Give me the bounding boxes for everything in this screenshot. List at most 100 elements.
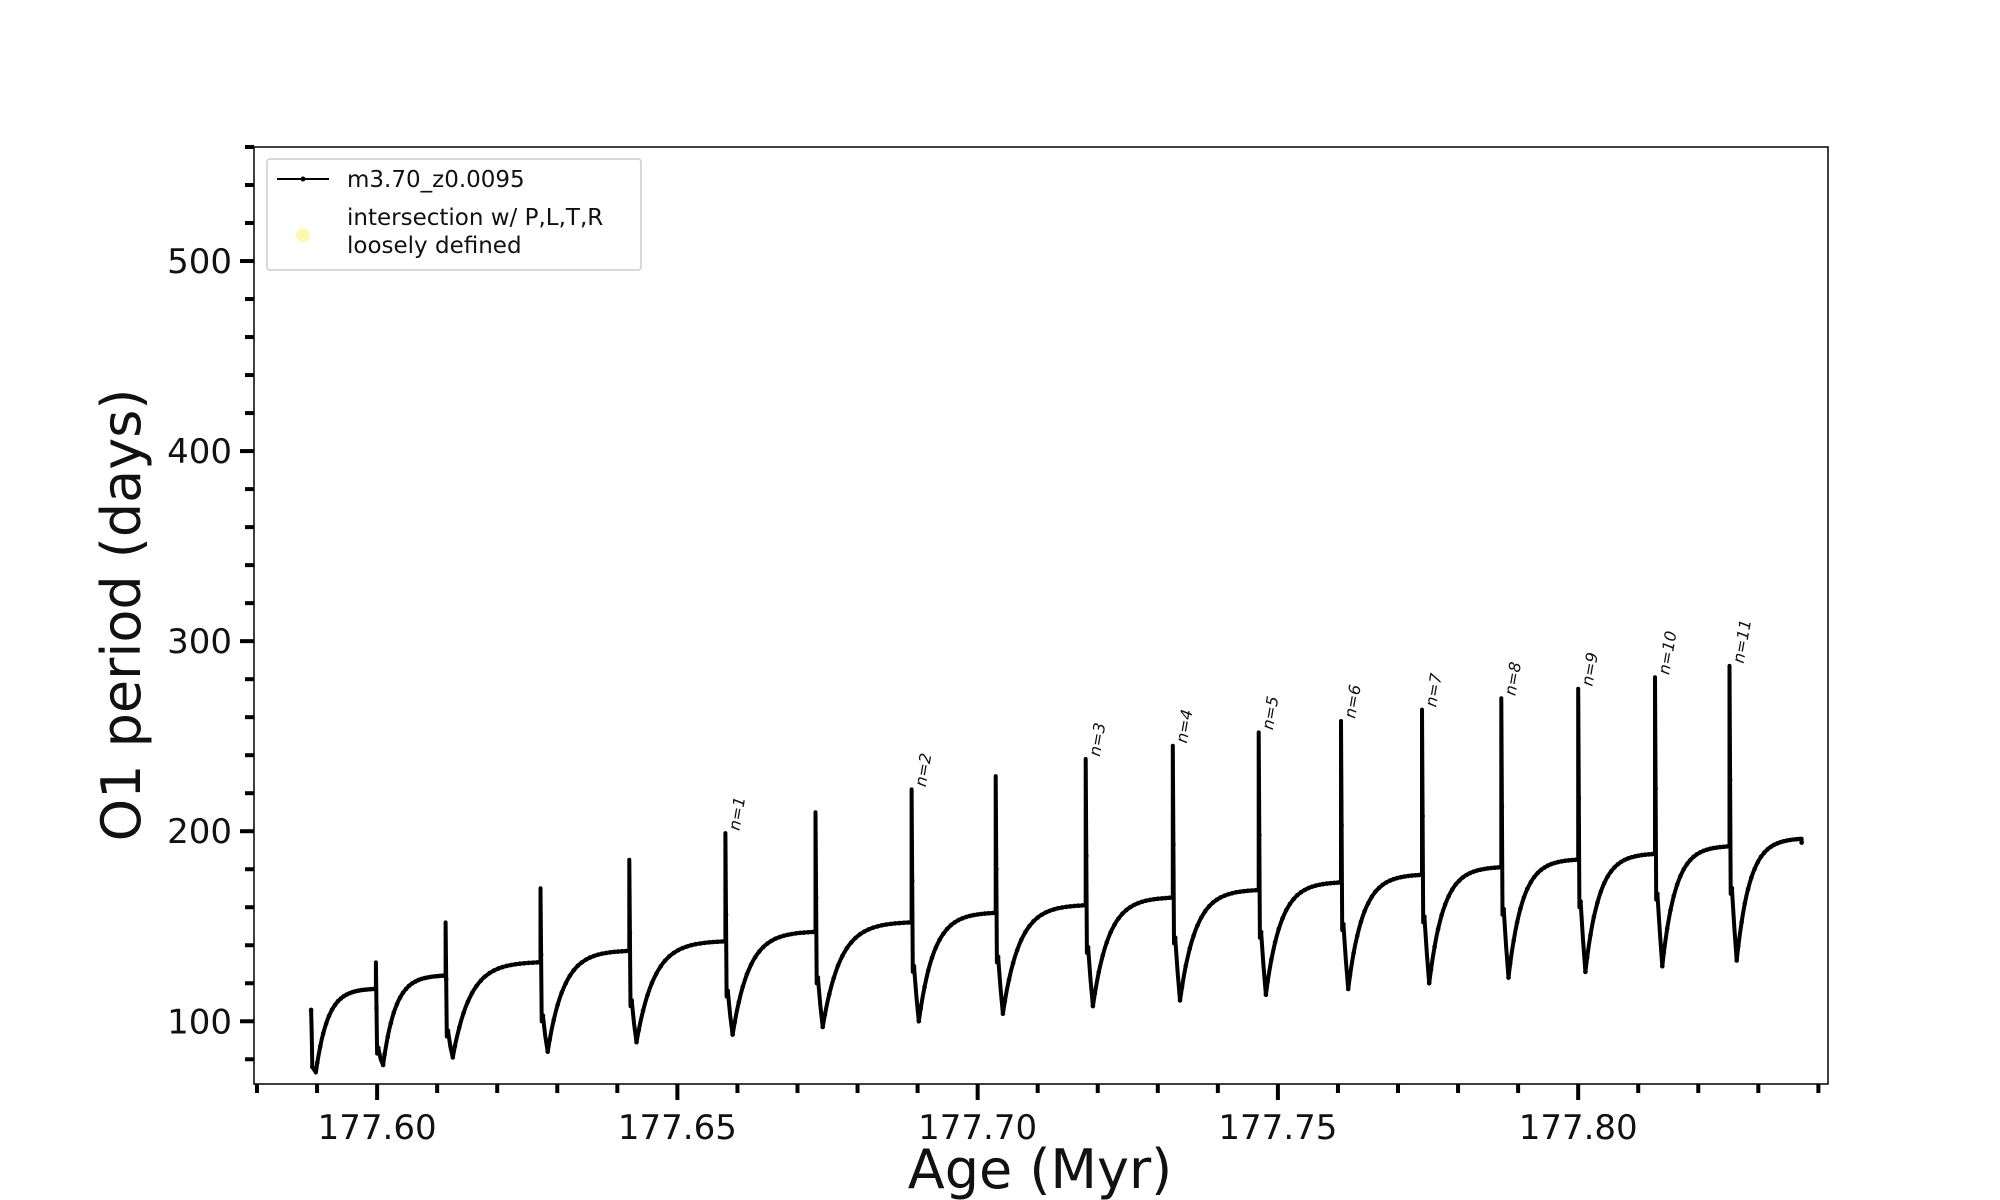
series-point <box>789 931 795 937</box>
series-point <box>1474 868 1480 873</box>
series-point <box>769 938 774 944</box>
series-point <box>332 1002 338 1008</box>
series-point <box>385 1034 391 1040</box>
series-point <box>403 986 409 992</box>
x-tick-label: 177.65 <box>618 1108 737 1148</box>
series-point <box>1179 985 1185 990</box>
series-point <box>513 962 518 967</box>
series-point <box>1214 897 1220 902</box>
series-point <box>1595 900 1600 905</box>
series-point <box>1646 852 1651 857</box>
series-point <box>840 953 845 959</box>
series-point <box>1170 895 1176 900</box>
series-point <box>478 978 484 983</box>
series-point <box>1035 915 1040 920</box>
series-point <box>1566 858 1571 863</box>
series-point <box>1453 882 1459 887</box>
series-point <box>933 945 939 950</box>
series-point <box>706 940 712 945</box>
series-point <box>559 990 564 995</box>
series-point <box>689 942 694 948</box>
series-point <box>1067 904 1073 909</box>
pulse-labels: n=1 n=2 n=3 n=4 n=5 n=6 n=7 n=8 n=9 n=10 n=11 <box>725 618 1755 832</box>
series-point <box>937 937 942 943</box>
series-point <box>640 1008 646 1013</box>
series-point <box>391 1010 397 1015</box>
series-point <box>1230 890 1235 896</box>
series-point <box>1562 858 1568 864</box>
series-point <box>545 1049 550 1054</box>
series-point <box>1402 874 1407 879</box>
series-point <box>1398 874 1404 880</box>
series-point <box>452 1043 458 1049</box>
series-point <box>993 910 998 916</box>
series-point <box>1155 896 1161 902</box>
series-point <box>1177 998 1183 1003</box>
series-point <box>1528 880 1534 885</box>
series-point <box>1341 922 1346 927</box>
series-point <box>844 946 850 951</box>
series-point <box>1478 867 1483 872</box>
series-point <box>1688 857 1693 863</box>
series-point <box>960 916 965 921</box>
series-point <box>1195 923 1200 928</box>
series-point <box>575 963 581 969</box>
series-point <box>884 922 889 927</box>
series-point <box>723 912 729 918</box>
series-point <box>1365 900 1371 906</box>
series-point <box>457 1025 462 1030</box>
series-point <box>888 921 893 927</box>
legend-intersection-marker <box>296 228 310 242</box>
series-point <box>318 1044 323 1049</box>
series-point <box>1575 857 1581 862</box>
series-point <box>1588 932 1593 938</box>
series-point <box>1233 890 1239 895</box>
series-point <box>1691 854 1696 860</box>
series-point <box>1272 939 1278 945</box>
series-point <box>1605 874 1610 879</box>
series-point <box>1002 998 1008 1004</box>
x-tick-label: 177.80 <box>1519 1108 1638 1148</box>
series-point <box>623 948 629 954</box>
series-point <box>1514 920 1520 925</box>
series-point <box>715 939 720 945</box>
series-point <box>1661 949 1667 955</box>
series-point <box>892 921 898 926</box>
x-axis: 177.60 177.65 177.70 177.75 177.80 <box>255 1084 1821 1148</box>
series-point <box>517 961 523 966</box>
series-point <box>1612 865 1617 870</box>
series-point <box>978 911 984 917</box>
series-point <box>1684 861 1690 867</box>
series-point <box>1752 866 1757 872</box>
series-point <box>1555 859 1561 865</box>
series-point <box>680 945 685 951</box>
series-point <box>875 924 880 929</box>
series-point <box>1619 859 1624 865</box>
series-point <box>995 954 1001 959</box>
series-point <box>922 984 927 990</box>
series-point <box>326 1013 332 1018</box>
series-point <box>1799 840 1804 845</box>
series-point <box>956 917 961 923</box>
series-point <box>740 984 746 989</box>
series-point <box>1291 896 1296 902</box>
series-point <box>1736 943 1741 949</box>
series-point <box>1014 947 1020 953</box>
series-point <box>1727 844 1732 849</box>
series-point <box>1151 897 1157 902</box>
series-point <box>732 1020 737 1025</box>
series-point <box>1794 836 1799 842</box>
series-point <box>634 1039 639 1045</box>
series-point <box>1047 908 1053 914</box>
series-point <box>1373 889 1378 895</box>
series-point <box>765 941 770 946</box>
series-point <box>1222 893 1227 898</box>
legend: m3.70_z0.0095 intersection w/ P,L,T,R lo… <box>266 158 642 271</box>
series-point <box>1758 854 1764 860</box>
series-point <box>649 980 655 986</box>
series-point <box>1256 887 1261 893</box>
series-point <box>1681 867 1686 872</box>
series-point <box>1080 903 1085 908</box>
series-point <box>1559 859 1564 864</box>
legend-dot-marker <box>300 176 306 182</box>
